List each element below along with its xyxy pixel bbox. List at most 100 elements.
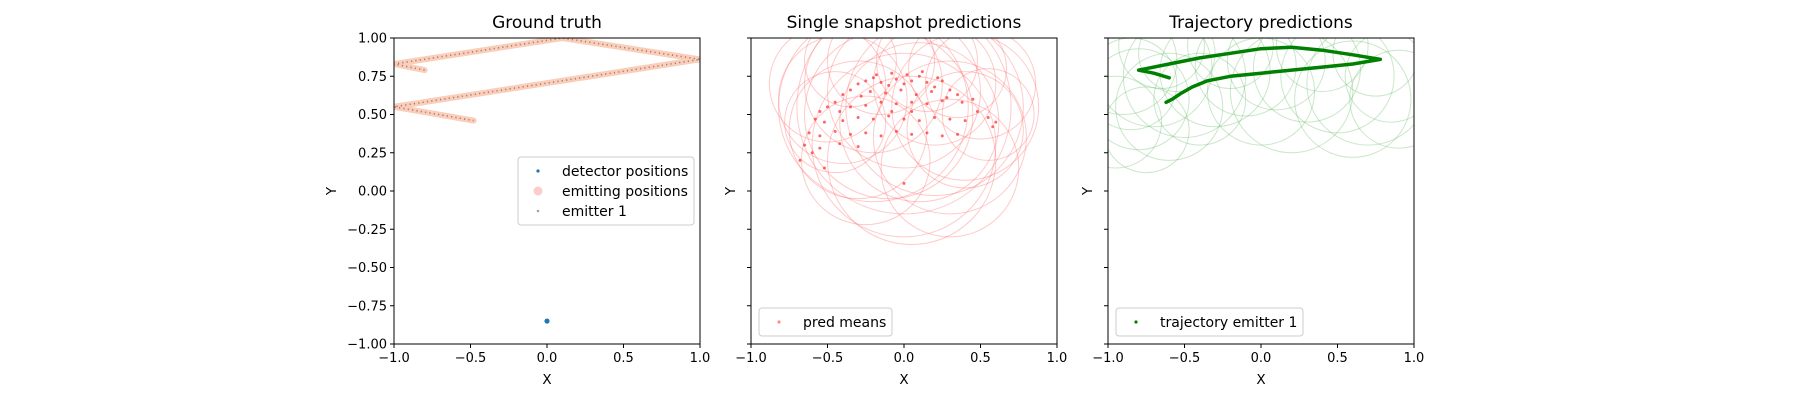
pred-mean-point	[986, 116, 990, 120]
pred-mean-point	[871, 117, 875, 121]
pred-mean-point	[936, 76, 940, 80]
pred-mean-point	[902, 82, 906, 86]
uncertainty-circle	[778, 38, 908, 164]
y-tick-label: 1.00	[358, 32, 387, 47]
pred-mean-point	[803, 143, 807, 147]
x-tick-label: 0.5	[970, 351, 991, 366]
legend-box	[758, 307, 893, 337]
pred-mean-point	[818, 109, 822, 113]
uncertainty-circle	[1344, 38, 1414, 123]
emitting-positions-path	[394, 38, 700, 124]
uncertainty-circle	[941, 68, 1035, 161]
chart-title: Ground truth	[492, 13, 602, 33]
uncertainty-circle	[872, 38, 997, 146]
plot-data-layer	[394, 38, 700, 324]
pred-mean-point	[940, 99, 944, 103]
uncertainty-circle	[768, 38, 887, 143]
pred-mean-point	[838, 109, 842, 113]
pred-mean-point	[902, 117, 906, 121]
pred-mean-point	[910, 100, 914, 104]
y-tick-label: 0.50	[358, 108, 387, 123]
x-tick-label: 1.0	[690, 351, 711, 366]
pred-mean-point	[910, 132, 914, 136]
x-tick-label: −1.0	[378, 351, 410, 366]
pred-mean-point	[940, 79, 944, 83]
plot-data-layer	[1108, 38, 1414, 174]
y-tick-label: −0.25	[347, 223, 387, 238]
pred-mean-point	[856, 82, 860, 86]
pred-mean-point	[890, 71, 894, 75]
uncertainty-circle	[1252, 38, 1361, 123]
panel-1: Ground truth −1.0 −0.5 0.0 0.5 1.0 −1.00 −0.75 −…	[324, 13, 710, 388]
pred-mean-point	[871, 76, 875, 80]
pred-mean-point	[838, 142, 842, 146]
uncertainty-circle	[1138, 38, 1216, 93]
x-tick-label: 0.0	[537, 351, 558, 366]
pred-mean-point	[925, 80, 929, 84]
pred-mean-point	[864, 79, 868, 83]
y-tick-label: −1.00	[347, 338, 387, 353]
uncertainty-circle	[811, 52, 997, 238]
y-axis-label: Y	[723, 186, 739, 196]
pred-mean-point	[868, 90, 872, 94]
pred-mean-point	[905, 73, 909, 77]
uncertainty-circle	[1194, 38, 1297, 117]
x-tick-label: −0.5	[455, 351, 487, 366]
pred-mean-point	[945, 96, 949, 100]
pred-mean-point	[887, 83, 891, 87]
legend: trajectory emitter 1	[1115, 307, 1304, 337]
uncertainty-circle	[1108, 38, 1178, 131]
pred-mean-point	[864, 103, 868, 107]
pred-mean-point	[818, 146, 822, 150]
pred-mean-point	[971, 97, 975, 101]
pred-mean-point	[810, 151, 814, 155]
uncertainty-circle	[875, 38, 978, 112]
legend-marker	[536, 169, 540, 173]
pred-mean-point	[956, 132, 960, 136]
plot-data-layer	[768, 38, 1040, 246]
uncertainty-circle	[1306, 38, 1414, 146]
x-tick-label: −1.0	[1092, 351, 1124, 366]
pred-mean-point	[890, 109, 894, 113]
uncertainty-circle	[804, 38, 943, 154]
pred-mean-point	[826, 105, 829, 109]
pred-mean-point	[884, 91, 888, 95]
pred-mean-point	[963, 119, 967, 123]
pred-mean-point	[940, 134, 944, 138]
pred-mean-point	[894, 102, 898, 106]
legend-marker	[533, 186, 543, 196]
uncertainty-circle	[1226, 38, 1326, 111]
uncertainty-circle	[1108, 86, 1190, 174]
legend-marker	[777, 320, 781, 324]
pred-mean-point	[856, 145, 860, 149]
pred-mean-point	[910, 79, 914, 83]
x-tick-label: 1.0	[1404, 351, 1425, 366]
legend-marker	[536, 209, 540, 213]
pred-mean-point	[822, 166, 826, 170]
pred-mean-point	[848, 105, 852, 109]
legend: detector positions emitting positions emit…	[517, 156, 695, 226]
x-axis-label: X	[899, 372, 908, 388]
pred-mean-point	[910, 109, 914, 113]
legend-label: trajectory emitter 1	[1160, 315, 1297, 331]
uncertainty-circle	[1349, 49, 1414, 149]
pred-mean-point	[887, 114, 891, 118]
x-tick-label: 0.0	[1251, 351, 1272, 366]
pred-mean-point	[933, 85, 937, 89]
y-tick-label: 0.25	[358, 146, 387, 161]
uncertainty-circle	[872, 60, 1027, 215]
y-tick-label: −0.75	[347, 299, 387, 314]
pred-mean-point	[848, 88, 852, 92]
legend-marker	[1134, 320, 1138, 324]
legend-label: pred means	[803, 315, 886, 331]
pred-mean-point	[920, 70, 924, 74]
uncertainty-circle	[1280, 38, 1395, 134]
uncertainty-circle	[1108, 38, 1213, 128]
trajectory-emitter-1-line	[1136, 45, 1383, 105]
legend-label: emitter 1	[562, 204, 627, 220]
x-tick-label: −1.0	[735, 351, 767, 366]
pred-mean-point	[894, 77, 898, 81]
uncertainty-circle	[839, 42, 1000, 203]
pred-mean-point	[879, 100, 883, 104]
pred-mean-point	[960, 100, 964, 104]
